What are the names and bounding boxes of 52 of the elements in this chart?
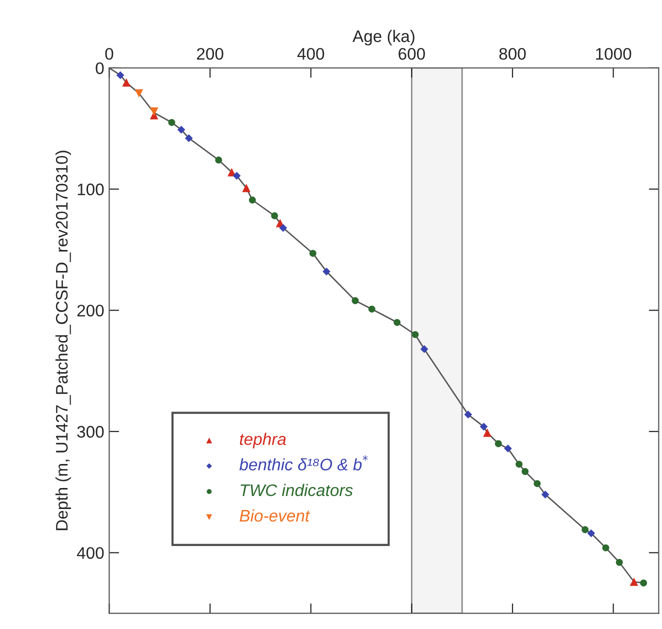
y-tick-label: 0 — [96, 62, 104, 74]
point — [352, 297, 359, 304]
point — [279, 224, 288, 232]
x-axis-title: Age (ka) — [352, 30, 414, 46]
point — [215, 156, 222, 164]
point — [368, 306, 376, 313]
point — [464, 410, 472, 418]
point — [412, 331, 419, 338]
point — [640, 580, 648, 586]
x-tick-label: 800 — [499, 48, 526, 60]
x-tick-label: 0 — [105, 48, 114, 60]
y-tick-label: 100 — [78, 184, 104, 196]
point — [587, 529, 596, 538]
legend-label: TWC indicators — [240, 484, 353, 496]
point — [122, 78, 131, 87]
point — [504, 444, 512, 452]
point — [271, 212, 278, 220]
y-tick-label: 400 — [76, 547, 104, 559]
x-tick-label: 1000 — [596, 48, 632, 60]
point — [582, 526, 589, 534]
point — [242, 184, 251, 192]
y-tick-label: 300 — [77, 426, 104, 438]
point — [516, 460, 523, 468]
point — [630, 578, 638, 586]
point — [184, 134, 193, 142]
point — [322, 268, 330, 276]
point — [494, 440, 502, 448]
legend-label: tephra — [240, 432, 286, 448]
point — [522, 468, 529, 475]
point — [150, 107, 158, 116]
legend-label: Bio-event — [240, 509, 310, 522]
point — [394, 318, 401, 326]
point — [168, 118, 176, 126]
legend-label: benthic δ¹⁸O & b$^{*}$ — [239, 455, 368, 470]
y-tick-label: 200 — [77, 304, 104, 317]
point — [534, 480, 541, 488]
point — [420, 345, 428, 354]
x-tick-label: 200 — [196, 48, 224, 60]
y-axis-title: Depth (m, U1427_Patched_CCSF-D_rev20170310) — [55, 150, 72, 530]
point — [616, 558, 623, 566]
x-tick-label: 400 — [297, 48, 324, 60]
x-tick-label: 600 — [398, 48, 425, 60]
point — [116, 71, 124, 80]
point — [177, 126, 186, 134]
point — [232, 172, 241, 180]
point — [602, 544, 610, 552]
point — [480, 422, 488, 431]
point — [134, 89, 144, 98]
point — [541, 490, 550, 498]
point — [248, 196, 256, 204]
point — [483, 428, 492, 437]
point — [309, 250, 316, 257]
